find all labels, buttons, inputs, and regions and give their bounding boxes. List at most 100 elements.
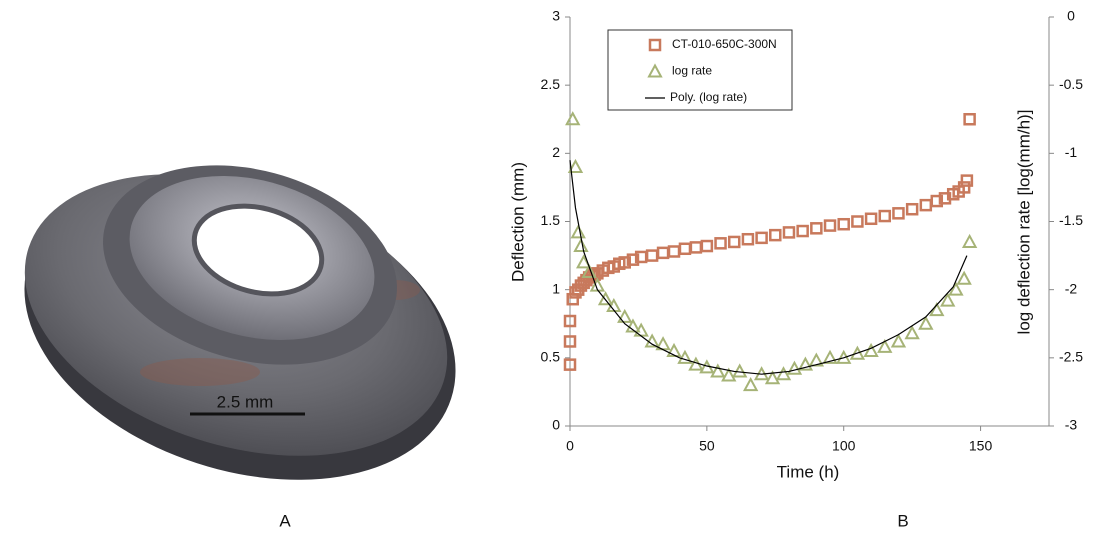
legend-box <box>607 29 793 111</box>
triangle-marker <box>647 63 663 78</box>
square-marker <box>648 38 662 52</box>
square-marker <box>782 226 796 239</box>
x-tick-label: 150 <box>969 438 993 454</box>
square-marker <box>892 207 905 220</box>
square-marker <box>727 235 741 249</box>
panel-label: B <box>897 511 908 530</box>
triangle-marker <box>940 292 956 307</box>
square-marker <box>678 242 692 256</box>
center-hole <box>191 203 325 297</box>
triangle-marker <box>625 318 641 333</box>
y-tick-label: 3 <box>552 8 560 24</box>
square-marker <box>851 215 864 228</box>
triangle-marker <box>904 325 920 340</box>
triangle-marker <box>617 308 633 323</box>
square-marker <box>618 256 631 269</box>
plot: 00.511.522.53-3-2.5-2-1.5-1-0.500 50 100 15… <box>541 8 1084 454</box>
square-marker <box>905 202 919 216</box>
triangle-marker <box>721 367 737 382</box>
y2-tick-label: -1.5 <box>1059 212 1083 228</box>
square-marker <box>864 212 878 226</box>
legend-label: log rate <box>672 64 712 78</box>
triangle-marker <box>677 349 693 364</box>
y-tick-label: 1.5 <box>541 212 561 228</box>
triangle-marker <box>863 342 879 358</box>
legend-label: CT-010-650C-300N <box>672 37 777 51</box>
square-marker <box>563 358 577 371</box>
x-tick-label: 100 <box>832 438 856 454</box>
triangle-marker <box>644 333 660 348</box>
square-marker <box>823 219 837 232</box>
triangle-marker <box>797 356 814 371</box>
square-marker <box>714 237 727 250</box>
triangle-marker <box>849 345 866 360</box>
triangle-marker <box>573 237 589 253</box>
y-tick-label: 2.5 <box>541 76 561 92</box>
triangle-marker <box>948 281 964 296</box>
y2-tick-label: -2.5 <box>1059 349 1083 365</box>
triangle-marker <box>890 333 907 348</box>
triangle-marker <box>929 302 945 317</box>
trend-line <box>569 160 968 375</box>
square-marker <box>963 113 976 126</box>
square-marker <box>796 224 809 238</box>
square-marker <box>769 228 782 242</box>
y2-tick-label: -2 <box>1065 280 1078 296</box>
x-tick-label: 0 <box>566 438 574 454</box>
square-marker <box>667 245 681 258</box>
triangle-marker <box>567 158 584 173</box>
square-marker <box>919 198 933 212</box>
square-marker <box>741 232 755 246</box>
y2-axis-title: log deflection rate [log(mm/h)] <box>1014 110 1033 335</box>
y2-tick-label: -3 <box>1065 417 1078 433</box>
x-tick-label: 50 <box>699 438 715 454</box>
square-marker <box>645 249 659 262</box>
y2-tick-label: -1 <box>1065 144 1078 160</box>
scale-bar-label: 2.5 mm <box>217 392 274 411</box>
square-marker <box>878 209 892 223</box>
triangle-marker <box>742 377 759 392</box>
triangle-marker <box>808 352 825 367</box>
square-marker <box>700 239 714 253</box>
specimen-photo: 2.5 mm <box>24 165 456 480</box>
triangle-marker <box>918 315 934 330</box>
square-marker <box>563 335 577 348</box>
square-marker <box>689 241 703 254</box>
rust <box>140 358 260 386</box>
panel-label: A <box>279 511 291 530</box>
square-marker <box>810 222 823 235</box>
triangle-marker <box>581 263 597 278</box>
y-tick-label: 0.5 <box>541 349 561 365</box>
triangle-marker <box>822 349 838 364</box>
square-marker <box>930 194 944 208</box>
square-marker <box>837 217 850 231</box>
triangle-marker <box>877 338 893 353</box>
square-marker <box>960 174 974 187</box>
triangle-marker <box>710 363 726 378</box>
triangle-marker <box>732 363 748 378</box>
triangle-marker <box>961 233 978 248</box>
square-marker <box>656 246 670 260</box>
y-tick-label: 2 <box>552 144 560 160</box>
y-tick-label: 0 <box>552 417 560 433</box>
triangle-marker <box>775 366 792 381</box>
y2-tick-label: -0.5 <box>1059 76 1083 92</box>
legend: CT-010-650C-300N log rate Poly. (log rate) <box>607 29 793 111</box>
y-axis-title: Deflection (mm) <box>508 162 527 282</box>
legend-label: Poly. (log rate) <box>670 90 747 104</box>
triangle-marker <box>570 224 586 239</box>
triangle-marker <box>666 342 682 358</box>
triangle-marker <box>565 111 581 126</box>
square-marker <box>755 231 768 245</box>
triangle-marker <box>597 291 614 306</box>
triangle-marker <box>956 270 972 285</box>
y2-tick-label: 0 <box>1067 8 1075 24</box>
x-axis-title: Time (h) <box>777 462 840 481</box>
y-tick-label: 1 <box>552 280 560 296</box>
triangle-marker <box>786 360 803 375</box>
triangle-marker <box>764 370 781 385</box>
square-marker <box>957 181 971 194</box>
triangle-marker <box>576 254 592 269</box>
